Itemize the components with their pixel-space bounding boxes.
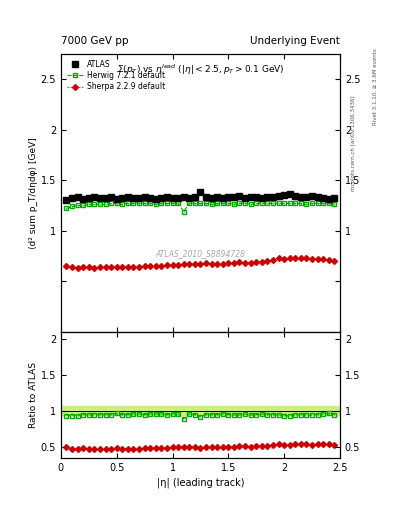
Y-axis label: Ratio to ATLAS: Ratio to ATLAS: [29, 362, 38, 428]
X-axis label: |η| (leading track): |η| (leading track): [157, 477, 244, 488]
Text: Rivet 3.1.10, ≥ 3.6M events: Rivet 3.1.10, ≥ 3.6M events: [373, 49, 378, 125]
Text: 7000 GeV pp: 7000 GeV pp: [61, 36, 129, 46]
Text: $\Sigma(p_T)$ vs $\eta^{lead}$ ($|\eta| < 2.5, p_T > 0.1$ GeV): $\Sigma(p_T)$ vs $\eta^{lead}$ ($|\eta| …: [117, 62, 284, 76]
Legend: ATLAS, Herwig 7.2.1 default, Sherpa 2.2.9 default: ATLAS, Herwig 7.2.1 default, Sherpa 2.2.…: [65, 57, 167, 94]
Text: mcplots.cern.ch [arXiv:1306.3436]: mcplots.cern.ch [arXiv:1306.3436]: [351, 96, 356, 191]
Text: ATLAS_2010_S8894728: ATLAS_2010_S8894728: [155, 249, 246, 259]
Text: Underlying Event: Underlying Event: [250, 36, 340, 46]
Y-axis label: ⟨d² sum p_T/dηdφ⟩ [GeV]: ⟨d² sum p_T/dηdφ⟩ [GeV]: [29, 137, 38, 249]
